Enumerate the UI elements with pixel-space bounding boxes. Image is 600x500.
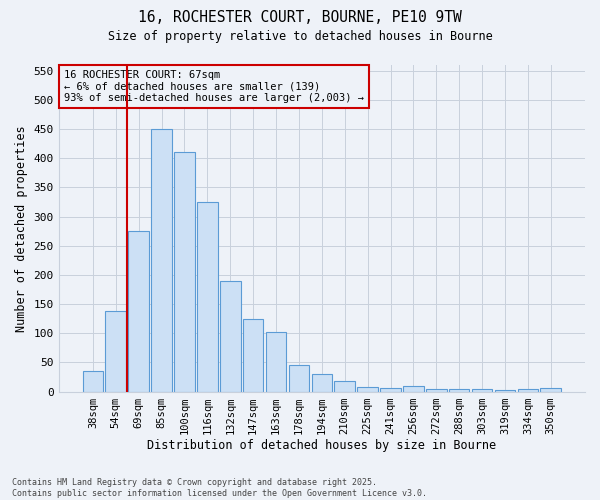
- Y-axis label: Number of detached properties: Number of detached properties: [15, 125, 28, 332]
- Bar: [243, 318, 263, 392]
- Bar: [494, 390, 515, 392]
- Bar: [426, 388, 446, 392]
- Text: 16 ROCHESTER COURT: 67sqm
← 6% of detached houses are smaller (139)
93% of semi-: 16 ROCHESTER COURT: 67sqm ← 6% of detach…: [64, 70, 364, 103]
- Bar: [358, 387, 378, 392]
- Bar: [403, 386, 424, 392]
- X-axis label: Distribution of detached houses by size in Bourne: Distribution of detached houses by size …: [147, 440, 496, 452]
- Bar: [83, 371, 103, 392]
- Bar: [449, 388, 469, 392]
- Bar: [311, 374, 332, 392]
- Bar: [197, 202, 218, 392]
- Bar: [128, 231, 149, 392]
- Bar: [380, 388, 401, 392]
- Bar: [541, 388, 561, 392]
- Bar: [518, 388, 538, 392]
- Bar: [174, 152, 195, 392]
- Bar: [334, 381, 355, 392]
- Text: Size of property relative to detached houses in Bourne: Size of property relative to detached ho…: [107, 30, 493, 43]
- Bar: [151, 129, 172, 392]
- Text: Contains HM Land Registry data © Crown copyright and database right 2025.
Contai: Contains HM Land Registry data © Crown c…: [12, 478, 427, 498]
- Text: 16, ROCHESTER COURT, BOURNE, PE10 9TW: 16, ROCHESTER COURT, BOURNE, PE10 9TW: [138, 10, 462, 25]
- Bar: [220, 281, 241, 392]
- Bar: [289, 365, 309, 392]
- Bar: [106, 311, 126, 392]
- Bar: [472, 388, 493, 392]
- Bar: [266, 332, 286, 392]
